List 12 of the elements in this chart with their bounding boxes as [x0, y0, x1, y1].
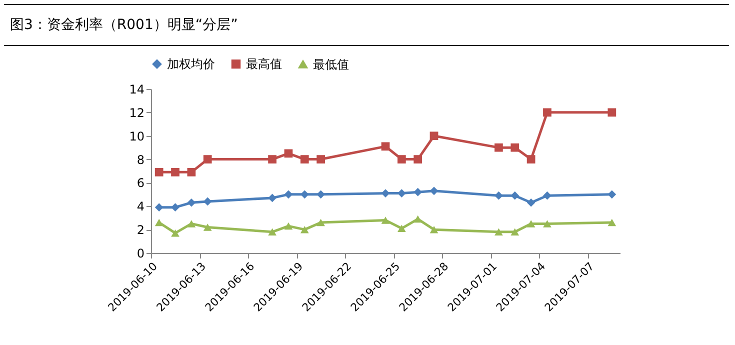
y-tick-label: 10	[129, 129, 144, 144]
legend-label: 最高值	[246, 57, 282, 72]
legend-label: 最低值	[313, 57, 349, 72]
y-tick-label: 2	[136, 223, 144, 238]
y-tick-label: 14	[129, 82, 144, 96]
y-tick-label: 8	[136, 152, 144, 167]
y-tick-label: 6	[136, 176, 144, 190]
legend-label: 加权均价	[167, 57, 215, 72]
y-tick-label: 12	[129, 106, 144, 120]
chart-title: 图3：资金利率（R001）明显“分层”	[4, 5, 729, 46]
y-tick-label: 0	[136, 246, 144, 260]
y-tick-label: 4	[136, 200, 144, 214]
